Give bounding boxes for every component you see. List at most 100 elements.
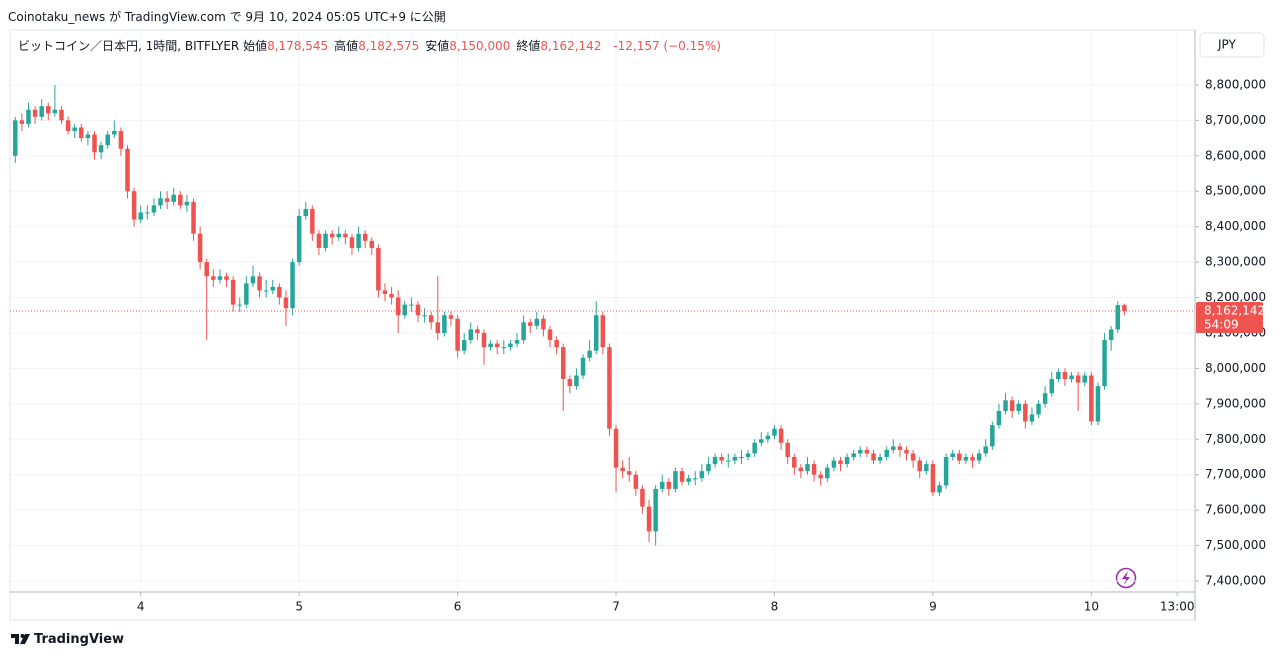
candle-body <box>580 357 586 376</box>
lightning-icon[interactable] <box>1115 567 1137 589</box>
x-tick-label: 10 <box>1084 600 1099 614</box>
candle-body <box>1062 371 1068 380</box>
candle-body <box>323 233 328 248</box>
candle-body <box>567 379 573 387</box>
candle-body <box>884 449 889 457</box>
candle-body <box>1075 375 1081 383</box>
y-tick-label: 8,400,000 <box>1205 219 1266 233</box>
candle-body <box>798 467 804 472</box>
currency-button[interactable] <box>1199 32 1265 58</box>
candle-body <box>726 460 731 462</box>
candle-body <box>1102 340 1107 387</box>
y-tick-label: 7,700,000 <box>1205 467 1266 481</box>
candle-body <box>844 456 850 465</box>
symbol: ビットコイン／日本円, 1時間, BITFLYER <box>18 39 240 53</box>
candle-body <box>752 442 757 454</box>
candle-body <box>316 233 322 248</box>
candle-body <box>481 332 487 348</box>
candle-body <box>759 439 764 443</box>
candle-body <box>765 435 771 440</box>
candle-body <box>613 428 619 468</box>
candle-body <box>904 449 909 454</box>
candle-body <box>534 318 540 326</box>
x-tick-label: 6 <box>454 600 462 614</box>
candle-body <box>508 343 513 348</box>
candle-body <box>745 453 751 457</box>
candle-body <box>336 233 342 238</box>
candle-body <box>593 315 599 351</box>
candle-body <box>871 453 876 461</box>
candle-body <box>1082 375 1087 383</box>
legend-items: 始値8,178,545 高値8,182,575 安値8,150,000 終値8,162… <box>243 39 607 53</box>
candle-body <box>983 446 988 454</box>
candle-body <box>92 134 97 153</box>
candle-body <box>990 425 995 447</box>
candle-body <box>369 240 375 248</box>
candle-body <box>442 315 447 333</box>
candle-body <box>574 375 579 387</box>
y-tick-label: 8,700,000 <box>1205 113 1266 127</box>
candle-body <box>98 145 104 153</box>
candle-body <box>79 127 84 139</box>
candle-body <box>950 453 955 457</box>
candle-body <box>1049 379 1054 394</box>
candle-body <box>349 237 355 248</box>
y-tick-label: 8,000,000 <box>1205 361 1266 375</box>
candle-body <box>996 410 1002 426</box>
candle-body <box>389 293 394 298</box>
candle-body <box>356 233 361 248</box>
candle-body <box>415 304 421 316</box>
legend-label: 安値 <box>425 39 450 53</box>
candle-body <box>527 322 533 326</box>
candle-body <box>1122 305 1127 311</box>
candle-body <box>778 428 784 443</box>
y-tick-label: 7,600,000 <box>1205 503 1266 517</box>
tradingview-logo <box>11 634 30 644</box>
candle-body <box>838 460 843 465</box>
candle-body <box>461 340 467 351</box>
candle-body <box>1036 403 1041 415</box>
legend-value: 8,150,000 <box>449 39 511 53</box>
candle-body <box>666 481 672 489</box>
candle-body <box>1016 403 1021 411</box>
candle-body <box>422 315 427 317</box>
candle-body <box>376 247 381 291</box>
candle-body <box>772 428 777 436</box>
candle-body <box>1056 371 1061 380</box>
candle-body <box>1089 375 1094 422</box>
countdown: 54:09 <box>1204 317 1239 331</box>
candle-body <box>85 134 91 139</box>
candle-body <box>303 208 308 217</box>
candle-body <box>211 276 216 280</box>
candle-body <box>976 453 982 461</box>
y-tick-label: 8,500,000 <box>1205 184 1266 198</box>
candle-body <box>455 318 460 351</box>
candle-body <box>158 198 163 206</box>
candle-body <box>963 456 969 461</box>
x-tick-label: 7 <box>612 600 620 614</box>
candle-body <box>230 279 236 305</box>
x-tick-label: 4 <box>137 600 145 614</box>
candle-body <box>660 481 665 489</box>
candles <box>13 84 1127 546</box>
candle-body <box>131 191 137 220</box>
candle-body <box>851 453 856 457</box>
candle-body <box>693 478 698 480</box>
candle-body <box>475 329 480 333</box>
candle-body <box>197 233 203 263</box>
candle-body <box>811 464 817 475</box>
candle-body <box>858 449 863 454</box>
last-price-box <box>1196 301 1263 333</box>
candle-body <box>310 208 315 234</box>
candle-body <box>620 467 625 472</box>
candle-body <box>296 216 302 263</box>
candle-body <box>46 106 51 114</box>
candle-body <box>250 276 256 284</box>
candle-body <box>52 109 58 114</box>
candle-body <box>607 347 612 429</box>
candle-body <box>514 340 520 344</box>
currency-label: JPY <box>1217 38 1237 52</box>
candle-body <box>118 130 124 149</box>
candle-body <box>263 290 269 292</box>
